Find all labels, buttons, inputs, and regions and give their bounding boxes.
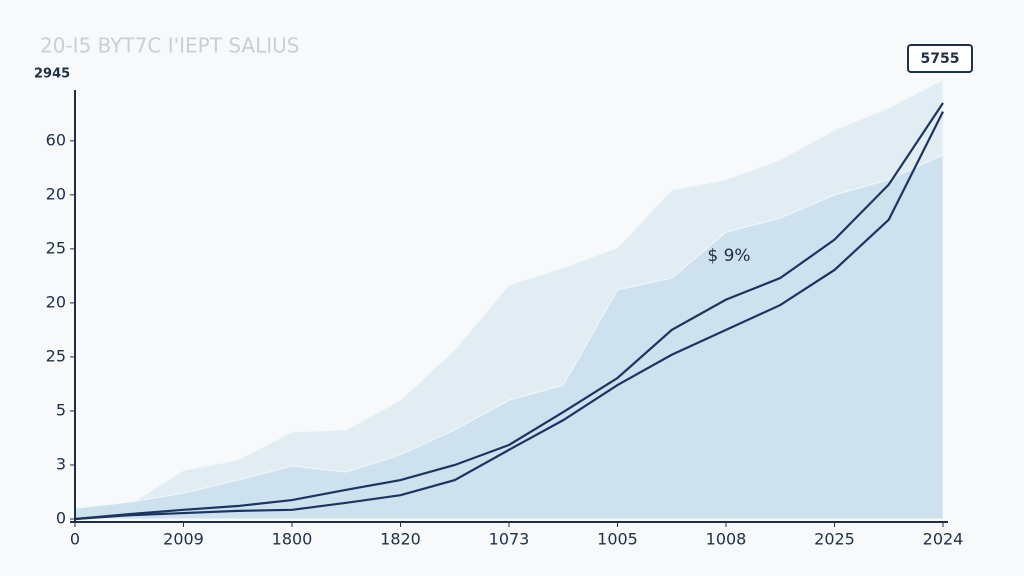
chart-title: 20-I5 BYT7C I'IEPT SALIUS — [40, 34, 299, 58]
x-tick-label: 2025 — [814, 530, 855, 549]
y-tick-label: 5 — [56, 400, 66, 419]
x-tick-label: 1800 — [272, 530, 313, 549]
line — [74, 111, 944, 521]
x-tick-label: 1008 — [706, 530, 747, 549]
x-tick-label: 1073 — [489, 530, 530, 549]
corner-label: 2945 — [34, 67, 70, 82]
annotation: $ 9% — [707, 246, 750, 266]
value-box — [907, 44, 973, 73]
y-tick-label: 60 — [46, 130, 66, 149]
y-tick-label: 20 — [46, 184, 66, 203]
y-tick-label: 3 — [56, 454, 66, 473]
x-tick-label: 0 — [70, 530, 80, 549]
y-tick-label: 25 — [46, 238, 66, 257]
line — [74, 102, 944, 521]
x-tick-label: 2024 — [923, 530, 964, 549]
y-tick-label: 20 — [46, 292, 66, 311]
y-tick-label: 0 — [56, 509, 66, 528]
x-tick-label: 1005 — [597, 530, 638, 549]
box-label: 5755 — [921, 51, 960, 67]
x-tick-label: 2009 — [163, 530, 204, 549]
y-tick-label: 25 — [46, 346, 66, 365]
area — [74, 154, 944, 520]
x-tick-label: 1820 — [380, 530, 421, 549]
